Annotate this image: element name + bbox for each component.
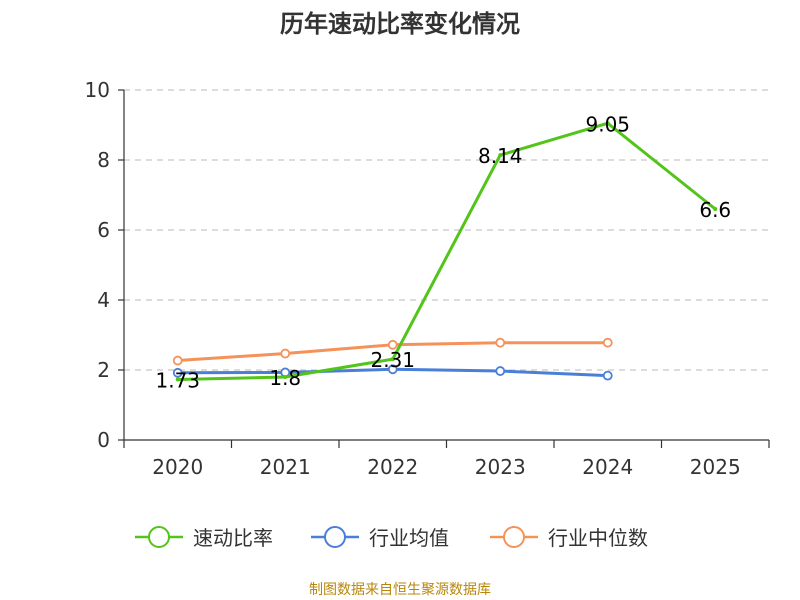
series-point[interactable] — [283, 375, 288, 379]
series-point[interactable] — [390, 357, 395, 362]
y-tick-label: 8 — [97, 148, 110, 172]
legend-item[interactable]: 速动比率 — [135, 526, 273, 550]
series-point[interactable] — [175, 377, 180, 382]
series-group — [172, 121, 718, 382]
legend-item[interactable]: 行业均值 — [311, 526, 449, 550]
x-tick-label: 2022 — [367, 455, 418, 479]
x-tick-label: 2021 — [260, 455, 311, 479]
legend-marker — [503, 526, 525, 548]
series-line — [177, 121, 717, 381]
series-point[interactable] — [172, 367, 183, 378]
series-point[interactable] — [495, 337, 506, 348]
series-point[interactable] — [280, 348, 291, 359]
legend-item[interactable]: 行业中位数 — [490, 526, 648, 550]
series-point[interactable] — [713, 207, 718, 211]
y-tick-label: 2 — [97, 358, 110, 382]
series-point[interactable] — [387, 339, 398, 350]
legend[interactable]: 速动比率 行业均值 行业中位数 — [135, 526, 648, 550]
grid-lines — [124, 89, 769, 371]
data-label: 6.6 — [699, 198, 731, 222]
y-tick-label: 6 — [97, 218, 110, 242]
data-label: 1.8 — [269, 366, 301, 390]
chart-title: 历年速动比率变化情况 — [280, 10, 520, 38]
data-label: 1.73 — [155, 368, 200, 392]
legend-marker — [148, 526, 170, 548]
x-tick-label: 2025 — [690, 455, 741, 479]
axes: 0 2 4 6 8 10 2020 2021 2022 2023 2024 2025 — [85, 78, 770, 479]
legend-label: 行业中位数 — [548, 526, 648, 550]
series-point[interactable] — [172, 355, 183, 366]
data-label: 8.14 — [478, 144, 523, 168]
x-tick-label: 2020 — [152, 455, 203, 479]
legend-label: 速动比率 — [193, 526, 273, 550]
x-tick-label: 2023 — [475, 455, 526, 479]
source-note: 制图数据来自恒生聚源数据库 — [309, 582, 491, 598]
data-label: 2.31 — [370, 348, 415, 372]
series-point[interactable] — [605, 121, 610, 126]
data-labels: 1.73 1.8 2.31 8.14 9.05 6.6 — [155, 112, 731, 392]
series-point[interactable] — [602, 370, 613, 381]
y-tick-label: 10 — [85, 78, 110, 102]
y-tick-label: 4 — [97, 288, 110, 312]
series-point[interactable] — [495, 366, 506, 376]
series-point[interactable] — [387, 364, 398, 375]
legend-marker — [324, 526, 346, 548]
series-point[interactable] — [498, 153, 503, 158]
data-label: 9.05 — [585, 112, 630, 136]
y-tick-label: 0 — [97, 428, 110, 452]
series-point[interactable] — [602, 337, 613, 348]
x-tick-label: 2024 — [582, 455, 633, 479]
legend-label: 行业均值 — [369, 526, 449, 550]
